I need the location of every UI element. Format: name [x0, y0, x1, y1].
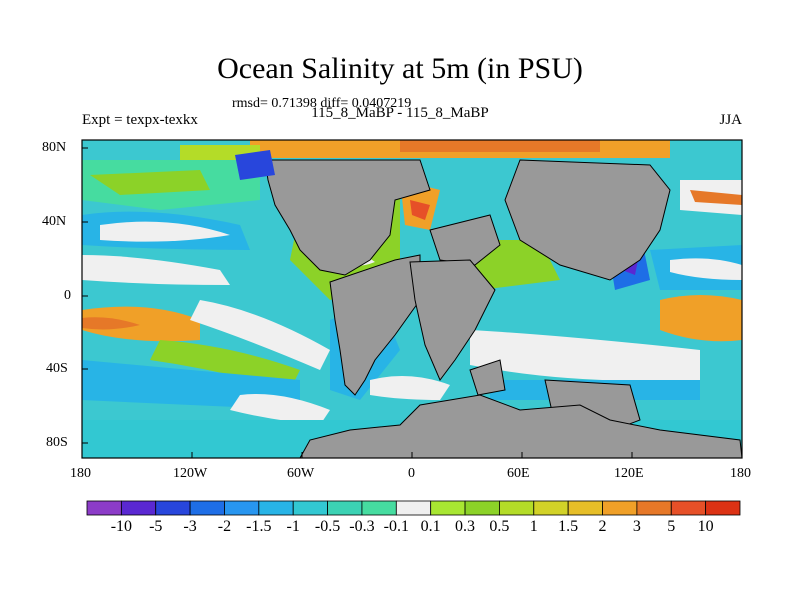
season-label: JJA: [719, 112, 742, 128]
colorbar-swatch: [292, 500, 328, 516]
colorbar-swatch: [464, 500, 500, 516]
colorbar-label: -10: [110, 518, 133, 535]
africa-land: [409, 259, 496, 381]
south-america-land: [329, 254, 421, 396]
europe-land: [429, 214, 501, 266]
colorbar-label: -5: [149, 518, 163, 535]
lon-tick: 180: [70, 466, 91, 481]
colorbar-label: 0.5: [489, 518, 510, 535]
colorbar-label: 3: [632, 518, 641, 535]
colorbar-label: -1.5: [246, 518, 272, 535]
colorbar-label: -3: [183, 518, 197, 535]
india-land: [469, 359, 506, 396]
lat-tick: 40S: [46, 361, 68, 376]
lon-tick: 0: [408, 466, 415, 481]
colorbar-label: 1.5: [558, 518, 579, 535]
lon-tick: 60W: [287, 466, 315, 481]
lat-tick: 80S: [46, 435, 68, 450]
period-label: 115_8_MaBP - 115_8_MaBP: [311, 105, 489, 121]
stats-label: rmsd= 0.71398 diff= 0.0407219: [232, 96, 412, 111]
north-america-land: [264, 159, 431, 276]
colorbar-label: 5: [667, 518, 676, 535]
colorbar-swatch: [361, 500, 397, 516]
colorbar-label: 0.3: [455, 518, 476, 535]
colorbar-swatch: [86, 500, 122, 516]
colorbar-swatch: [327, 500, 363, 516]
lat-tick: 0: [64, 288, 71, 303]
experiment-label: Expt = texpx-texkx: [82, 112, 198, 128]
colorbar-label: -1: [286, 518, 300, 535]
colorbar-label: -2: [217, 518, 232, 535]
colorbar-swatch: [602, 500, 638, 516]
lon-tick: 180: [730, 466, 751, 481]
colorbar-swatch: [258, 500, 294, 516]
colorbar-swatch: [120, 500, 157, 516]
asia-land: [504, 159, 671, 281]
colorbar-label: 2: [598, 518, 607, 535]
colorbar-swatch: [430, 500, 466, 516]
colorbar-label: 10: [697, 518, 714, 535]
colorbar-swatch: [533, 500, 569, 516]
colorbar-swatch: [636, 500, 672, 516]
antarctica-land: [299, 394, 742, 458]
map-ticks: [81, 147, 743, 458]
colorbar-label: -0.1: [383, 518, 409, 535]
lon-tick: 120W: [173, 466, 208, 481]
colorbar-swatch: [395, 500, 432, 516]
colorbar-swatch: [189, 500, 225, 516]
colorbar-swatch: [499, 500, 535, 516]
colorbar-label: 0.1: [420, 518, 441, 535]
colorbar-label: -0.5: [314, 518, 341, 535]
lat-tick: 80N: [42, 140, 67, 155]
colorbar-label: 1: [529, 518, 538, 535]
colorbar-label: -0.3: [349, 518, 375, 535]
colorbar-swatch: [705, 500, 741, 516]
colorbar-swatch: [224, 500, 260, 516]
lon-tick: 60E: [507, 466, 530, 481]
lat-tick: 40N: [42, 214, 67, 229]
map-title: Ocean Salinity at 5m (in PSU): [217, 52, 583, 85]
colorbar-swatch: [155, 500, 191, 516]
lon-tick: 120E: [614, 466, 644, 481]
colorbar-swatch: [670, 500, 707, 516]
colorbar-swatch: [567, 500, 603, 516]
